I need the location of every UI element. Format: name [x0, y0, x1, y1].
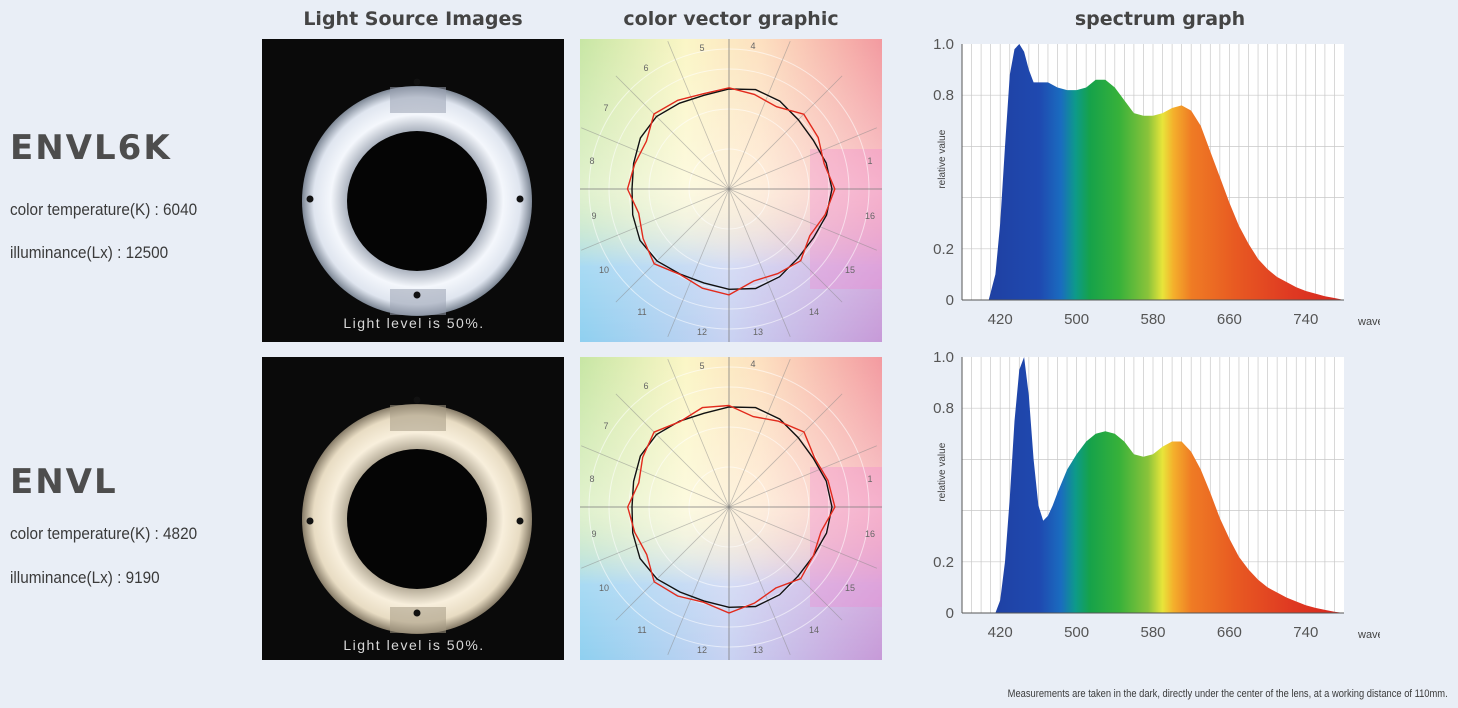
color-vector-graphic-1: 4 5 6 7 8 9 10 11 12 13 14 15 16 1: [580, 39, 882, 342]
color-vector-graphic-2: 4 5 6 7 8 9 10 11 12 13 14 15 16 1: [580, 357, 882, 660]
vector-spoke: [615, 188, 730, 303]
spectrum-graph-2: 0 0.2 0.8 1.0 420 500 580 660 740 wavelength relat…: [933, 349, 1380, 641]
vector-measured-polygon: [626, 404, 836, 614]
y-axis-label: relative value: [937, 129, 948, 188]
vector-spoke: [728, 359, 791, 508]
light-level-text-1: Light level is 50%.: [343, 315, 484, 331]
x-tick-label: 740: [1293, 311, 1318, 328]
vector-label: 15: [845, 265, 855, 275]
vector-label: 15: [845, 583, 855, 593]
vector-reference-polygon: [631, 406, 833, 609]
y-tick-label: 1.0: [933, 36, 954, 53]
x-tick-label: 660: [1217, 311, 1242, 328]
vector-spoke: [728, 506, 843, 621]
vector-label: 6: [643, 381, 648, 391]
x-tick-label: 500: [1064, 311, 1089, 328]
x-tick-label: 580: [1140, 624, 1165, 641]
vector-spoke: [667, 359, 730, 508]
x-tick-label: 740: [1293, 624, 1318, 641]
light-level-text-2: Light level is 50%.: [343, 637, 484, 653]
vector-spoke: [728, 127, 877, 190]
vector-spoke: [615, 506, 730, 621]
y-tick-label: 0: [946, 292, 954, 309]
y-tick-label: 0.2: [933, 241, 954, 258]
light-source-image-1: Light level is 50%.: [262, 39, 564, 342]
illuminance-1: illuminance(Lx) : 12500: [10, 243, 169, 262]
vector-label: 4: [750, 41, 755, 51]
vector-label: 9: [591, 211, 596, 221]
vector-label: 7: [603, 421, 608, 431]
vector-label: 9: [591, 529, 596, 539]
vector-label: 5: [699, 361, 704, 371]
vector-spoke: [728, 188, 843, 303]
vector-label: 8: [589, 474, 594, 484]
vector-label: 16: [865, 211, 875, 221]
vector-label: 11: [637, 307, 646, 317]
vector-spoke: [728, 41, 791, 190]
y-tick-label: 0: [946, 605, 954, 622]
vector-label: 12: [697, 645, 707, 655]
vector-spoke: [581, 127, 730, 190]
vector-label: 7: [603, 103, 608, 113]
vector-spoke: [728, 188, 877, 251]
y-tick-label: 0.2: [933, 554, 954, 571]
vector-reference-polygon: [631, 88, 833, 291]
y-tick-label: 0.8: [933, 400, 954, 417]
vector-label: 4: [750, 359, 755, 369]
vector-label: 1: [867, 474, 872, 484]
y-tick-label: 1.0: [933, 349, 954, 366]
vector-label: 11: [637, 625, 646, 635]
vector-spoke: [728, 393, 843, 508]
spectrum-area: [995, 357, 1344, 613]
vector-spoke: [667, 506, 730, 655]
y-tick-label: 0.8: [933, 87, 954, 104]
vector-spoke: [667, 188, 730, 337]
vector-label: 12: [697, 327, 707, 337]
x-axis-label: wavelength: [1357, 316, 1380, 328]
vector-label: 5: [699, 43, 704, 53]
vector-label: 14: [809, 625, 819, 635]
vector-label: 6: [643, 63, 648, 73]
vector-spoke: [728, 188, 791, 337]
color-temperature-1: color temperature(K) : 6040: [10, 200, 198, 219]
x-tick-label: 580: [1140, 311, 1165, 328]
color-temperature-2: color temperature(K) : 4820: [10, 524, 198, 543]
vector-label: 10: [599, 265, 609, 275]
x-tick-label: 420: [988, 311, 1013, 328]
y-axis-label: relative value: [937, 442, 948, 501]
vector-spoke: [581, 506, 730, 569]
model-name-2: ENVL: [10, 462, 118, 502]
x-tick-label: 660: [1217, 624, 1242, 641]
vector-label: 14: [809, 307, 819, 317]
illuminance-2: illuminance(Lx) : 9190: [10, 568, 160, 587]
vector-label: 10: [599, 583, 609, 593]
vector-spoke: [615, 393, 730, 508]
vector-spoke: [615, 75, 730, 190]
color-vector-header: color vector graphic: [623, 8, 839, 30]
x-tick-label: 420: [988, 624, 1013, 641]
x-tick-label: 500: [1064, 624, 1089, 641]
vector-label: 16: [865, 529, 875, 539]
vector-spoke: [667, 41, 730, 190]
vector-spoke: [728, 75, 843, 190]
light-source-header: Light Source Images: [303, 8, 523, 30]
model-name-1: ENVL6K: [10, 128, 172, 168]
vector-spoke: [581, 188, 730, 251]
light-source-image-2: Light level is 50%.: [262, 357, 564, 660]
vector-measured-polygon: [626, 87, 836, 296]
spectrum-graph-1: 0 0.2 0.8 1.0 420 500 580 660 740 wavelength relat…: [933, 36, 1380, 328]
spectrum-area: [988, 44, 1344, 300]
spectrum-header: spectrum graph: [1074, 8, 1246, 30]
vector-spoke: [728, 506, 877, 569]
x-axis-label: wavelength: [1357, 629, 1380, 641]
footnote: Measurements are taken in the dark, dire…: [1007, 688, 1448, 700]
vector-label: 13: [753, 327, 763, 337]
vector-spoke: [581, 445, 730, 508]
vector-label: 1: [867, 156, 872, 166]
vector-spoke: [728, 506, 791, 655]
vector-label: 8: [589, 156, 594, 166]
vector-label: 13: [753, 645, 763, 655]
vector-spoke: [728, 445, 877, 508]
